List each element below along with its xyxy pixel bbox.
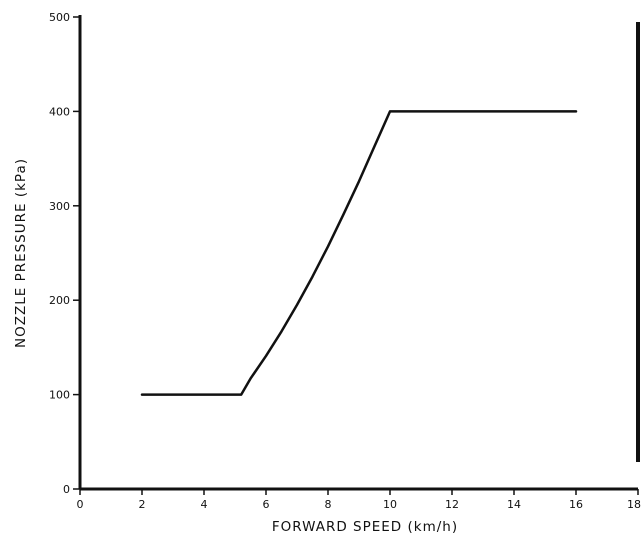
pressure-series-line <box>140 110 578 396</box>
y-tick-label: 0 <box>63 483 70 496</box>
axes <box>78 15 640 491</box>
x-tick-label: 18 <box>627 498 641 511</box>
x-tick-label: 0 <box>77 498 84 511</box>
x-axis-title: FORWARD SPEED (km/h) <box>272 519 458 535</box>
y-tick-label: 300 <box>49 200 70 213</box>
y-tick-label: 100 <box>49 389 70 402</box>
x-tick-label: 12 <box>445 498 459 511</box>
x-tick-label: 2 <box>139 498 146 511</box>
series-group <box>140 110 578 396</box>
x-tick-label: 6 <box>263 498 270 511</box>
y-axis-title: NOZZLE PRESSURE (kPa) <box>13 158 29 348</box>
y-tick-label: 200 <box>49 294 70 307</box>
x-tick-label: 14 <box>507 498 521 511</box>
x-tick-label: 16 <box>569 498 583 511</box>
x-tick-label: 4 <box>201 498 208 511</box>
x-tick-label: 8 <box>325 498 332 511</box>
x-tick-label: 10 <box>383 498 397 511</box>
y-tick-label: 400 <box>49 105 70 118</box>
ticks: 0 2 4 6 8 10 12 14 16 18 0 100 200 300 400 500 <box>49 11 641 511</box>
y-tick-label: 500 <box>49 11 70 24</box>
